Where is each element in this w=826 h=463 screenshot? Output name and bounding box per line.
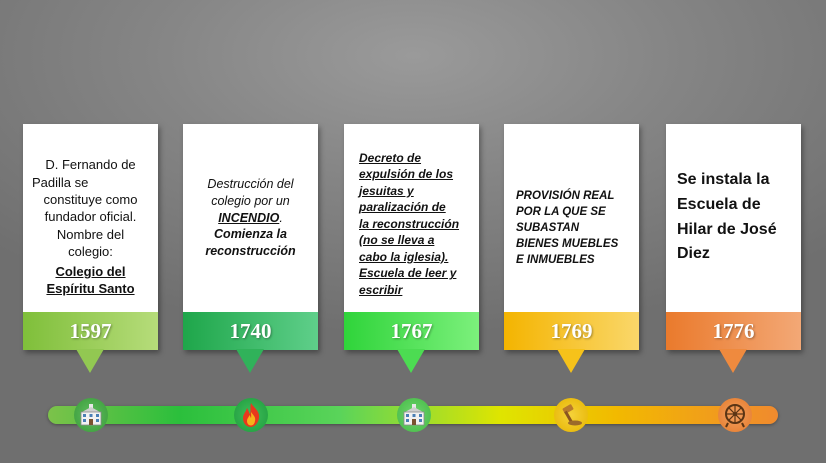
event-line: colegio por un	[211, 194, 290, 209]
event-card-1769: PROVISIÓN REAL POR LA QUE SE SUBASTAN BI…	[504, 124, 639, 350]
event-line: escribir	[359, 282, 403, 297]
event-line: (no se lleva a	[359, 233, 435, 248]
fire-keyword: INCENDIO	[218, 210, 280, 225]
event-line: Diez	[677, 245, 710, 263]
event-card-1597: D. Fernando de Padilla se constituye com…	[23, 124, 158, 350]
year-label-1776: 1776	[666, 312, 801, 350]
spinning-wheel-icon	[718, 398, 752, 432]
event-line: BIENES MUEBLES	[516, 238, 619, 251]
event-card-1767: Decreto de expulsión de los jesuitas y p…	[344, 124, 479, 350]
event-description-1767: Decreto de expulsión de los jesuitas y p…	[359, 134, 470, 314]
year-label-1740: 1740	[183, 312, 318, 350]
pointer-1769	[557, 349, 585, 373]
event-line: INCENDIO.	[192, 210, 309, 227]
school-name-line: Espíritu Santo	[46, 281, 135, 297]
year-label-1597: 1597	[23, 312, 158, 350]
pointer-1767	[397, 349, 425, 373]
event-description-1740: Destrucción del colegio por un INCENDIO.…	[192, 124, 309, 312]
event-line: POR LA QUE SE	[516, 205, 606, 218]
event-line: expulsión de los	[359, 167, 454, 182]
event-line: Escuela de leer y	[359, 266, 457, 281]
event-line: Destrucción del	[207, 177, 294, 192]
event-line: E INMUEBLES	[516, 254, 595, 267]
event-card-1740: Destrucción del colegio por un INCENDIO.…	[183, 124, 318, 350]
event-line: D. Fernando de	[45, 157, 136, 173]
event-line: Comienza la	[214, 227, 287, 242]
event-line: Nombre del	[56, 226, 125, 242]
event-line: la reconstrucción	[359, 216, 460, 231]
event-line: SUBASTAN	[516, 221, 580, 234]
event-line: jesuitas y	[359, 183, 414, 198]
event-line: colegio:	[68, 243, 113, 259]
fire-icon	[234, 398, 268, 432]
event-description-1776: Se instala la Escuela de Hilar de José D…	[677, 168, 792, 318]
event-line: Padilla se	[32, 174, 89, 190]
event-line: Hilar de José	[677, 220, 777, 238]
event-line: constituye como	[43, 191, 138, 207]
event-line: reconstrucción	[205, 243, 296, 258]
pointer-1597	[76, 349, 104, 373]
school-building-icon	[397, 398, 431, 432]
school-name-line: Colegio del	[55, 264, 126, 280]
event-line: cabo la iglesia).	[359, 249, 449, 264]
pointer-1776	[719, 349, 747, 373]
event-line: paralización de	[359, 200, 446, 215]
event-line: PROVISIÓN REAL	[516, 189, 615, 202]
pointer-1740	[236, 349, 264, 373]
event-card-1776: Se instala la Escuela de Hilar de José D…	[666, 124, 801, 350]
event-line: Escuela de	[677, 195, 761, 213]
event-line: Decreto de	[359, 150, 422, 165]
year-label-1769: 1769	[504, 312, 639, 350]
event-line: fundador oficial.	[44, 209, 137, 225]
event-description-1769: PROVISIÓN REAL POR LA QUE SE SUBASTAN BI…	[516, 136, 630, 320]
event-line: Se instala la	[677, 171, 770, 188]
school-building-icon	[74, 398, 108, 432]
year-label-1767: 1767	[344, 312, 479, 350]
event-punctuation: .	[279, 210, 283, 225]
gavel-icon	[554, 398, 588, 432]
event-description-1597: D. Fernando de Padilla se constituye com…	[32, 138, 149, 316]
